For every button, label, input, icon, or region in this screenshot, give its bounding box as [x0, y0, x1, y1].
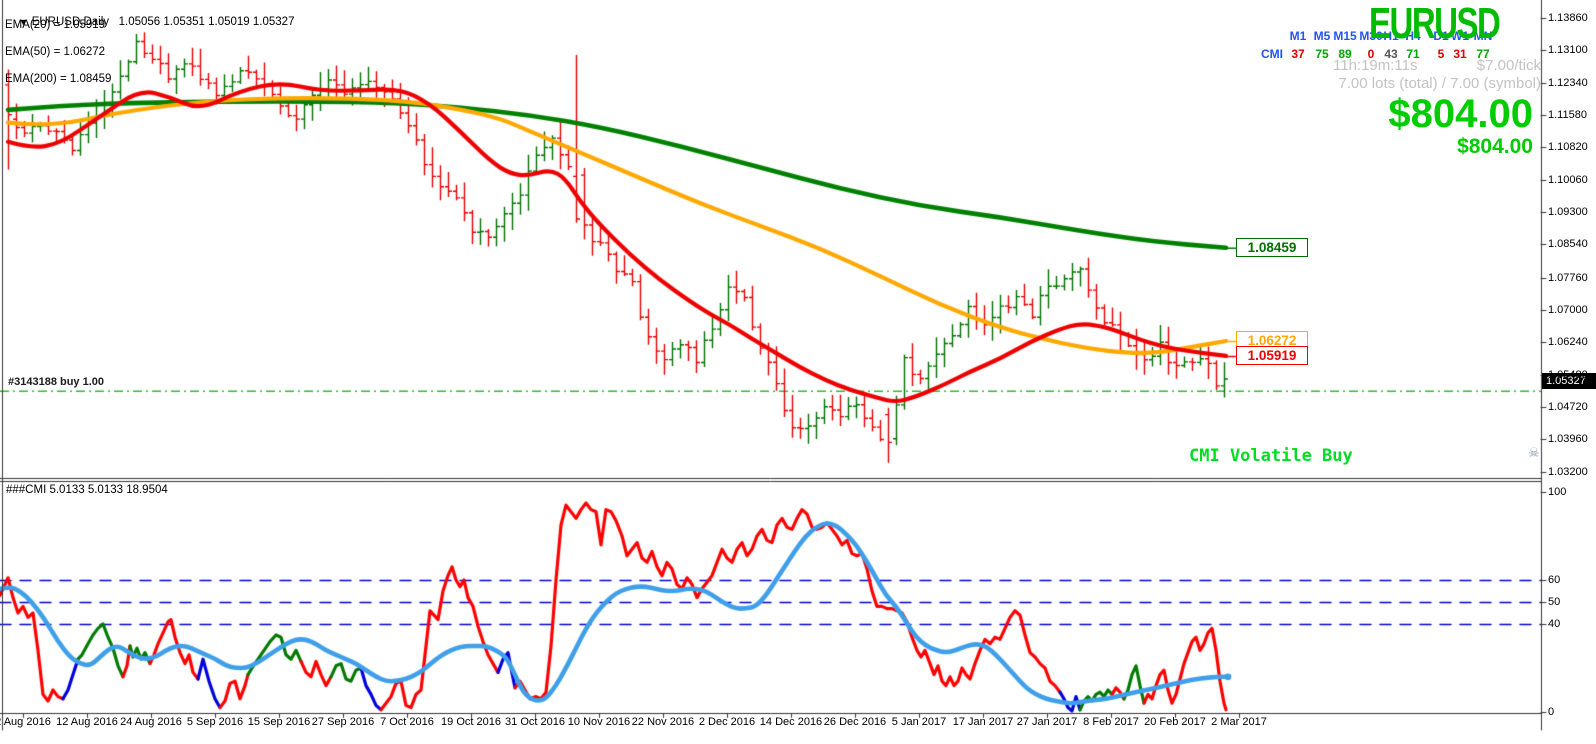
indicator-value-line: EMA(20) = 1.05919: [5, 19, 106, 31]
date-tick-label: 5 Jan 2017: [891, 716, 947, 728]
price-tick-label: 1.03960: [1548, 433, 1588, 446]
countdown-timer: 11h:19m:11s: [1333, 57, 1418, 74]
indicator-value-line: EMA(200) = 1.08459: [5, 73, 112, 85]
date-tick-label: 7 Oct 2016: [380, 716, 434, 728]
price-tick-label: 1.13860: [1548, 12, 1588, 24]
subwindow-title: ###CMI 5.0133 5.0133 18.9504: [6, 484, 168, 496]
price-tick-label: 1.06240: [1548, 336, 1588, 349]
date-tick-label: 10 Nov 2016: [567, 716, 631, 728]
price-tick-label: 1.05480: [1548, 368, 1588, 381]
date-tick-label: 2 Dec 2016: [698, 716, 756, 728]
cmi-row-label: CMI: [1261, 47, 1283, 61]
indicator-value-line: EMA(50) = 1.06272: [5, 46, 106, 58]
ema-tag-105919: 1.05919: [1236, 345, 1308, 365]
indicator-tick-label: 100: [1548, 486, 1567, 498]
date-tick-label: 31 Oct 2016: [505, 716, 565, 728]
price-tick-label: 1.12340: [1548, 76, 1588, 89]
ema-tag-106272: 1.06272: [1236, 330, 1308, 350]
current-price-tag: 1.05327: [1542, 373, 1596, 390]
symbol-dropdown-icon[interactable]: ▼: [18, 17, 28, 27]
trade-info-row: 11h:19m:11s $7.00/tick: [1333, 57, 1541, 74]
date-tick-label: 14 Dec 2016: [759, 716, 823, 728]
lots-info: 7.00 lots (total) / 7.00 (symbol): [1338, 75, 1541, 92]
price-tick-label: 1.10060: [1548, 173, 1588, 186]
cmi-value-h1: 43: [1384, 47, 1398, 61]
cmi-value-m1: 37: [1291, 47, 1305, 61]
date-tick-label: 27 Sep 2016: [311, 716, 375, 728]
timeframe-button-m30[interactable]: M30: [1359, 29, 1383, 43]
timeframe-button-d1[interactable]: D1: [1433, 29, 1449, 43]
indicator-value-list: EMA(20) = 1.05919 EMA(50) = 1.06272 EMA(20…: [5, 19, 111, 85]
date-tick-label: 22 Nov 2016: [631, 716, 695, 728]
date-tick-label: 2 Mar 2017: [1211, 716, 1267, 728]
timeframe-button-h4[interactable]: H4: [1405, 29, 1421, 43]
price-tick-label: 1.03200: [1548, 465, 1588, 478]
timeframe-button-m1[interactable]: M1: [1289, 29, 1307, 43]
date-tick-label: 5 Sep 2016: [186, 716, 244, 728]
price-tick-label: 1.08540: [1548, 238, 1588, 251]
date-tick-label: 20 Feb 2017: [1144, 716, 1206, 728]
symbol-header: ▼ EURUSD,Daily 1.05056 1.05351 1.05019 1.…: [6, 4, 295, 40]
skull-icon: ☠: [1528, 445, 1540, 460]
date-tick-label: 27 Jan 2017: [1016, 716, 1078, 728]
date-tick-label: 2 Aug 2016: [0, 716, 51, 728]
profit-symbol: $804.00: [1457, 135, 1533, 158]
timeframe-button-mn[interactable]: MN: [1473, 29, 1493, 43]
indicator-tick-label: 50: [1548, 596, 1561, 608]
timeframe-button-m5[interactable]: M5: [1313, 29, 1331, 43]
price-tick-label: 1.09300: [1548, 206, 1588, 219]
price-tick-label: 1.11580: [1548, 109, 1587, 122]
cmi-value-h4: 71: [1406, 47, 1420, 61]
profit-total: $804.00: [1388, 92, 1533, 136]
price-tick-label: 1.04720: [1548, 400, 1588, 413]
price-tick-label: 1.13100: [1548, 44, 1588, 57]
price-tick-label: 1.10820: [1548, 141, 1588, 154]
timeframe-button-h1[interactable]: H1: [1383, 29, 1399, 43]
date-tick-label: 15 Sep 2016: [247, 716, 311, 728]
date-tick-label: 26 Dec 2016: [823, 716, 887, 728]
cmi-value-d1: 5: [1437, 47, 1445, 61]
cmi-value-w1: 31: [1453, 47, 1467, 61]
date-tick-label: 19 Oct 2016: [441, 716, 501, 728]
indicator-tick-label: 40: [1548, 618, 1561, 630]
open-position-label[interactable]: #3143188 buy 1.00: [8, 376, 105, 388]
date-tick-label: 24 Aug 2016: [120, 716, 182, 728]
indicator-tick-label: 0: [1548, 706, 1555, 718]
ema-tag-108459: 1.08459: [1236, 237, 1308, 257]
cmi-value-m5: 75: [1315, 47, 1329, 61]
price-tick-label: 1.07000: [1548, 303, 1588, 316]
cmi-value-m30: 0: [1367, 47, 1375, 61]
date-tick-label: 12 Aug 2016: [56, 716, 118, 728]
indicator-tick-label: 60: [1548, 574, 1561, 586]
date-tick-label: 8 Feb 2017: [1083, 716, 1139, 728]
cmi-value-m15: 89: [1338, 47, 1352, 61]
price-tick-label: 1.07760: [1548, 271, 1588, 284]
tick-value: $7.00/tick: [1476, 57, 1541, 74]
symbol-watermark-logo: EURUSD: [1369, 0, 1501, 48]
timeframe-button-w1[interactable]: W1: [1451, 29, 1469, 43]
timeframe-button-m15[interactable]: M15: [1333, 29, 1357, 43]
cmi-value-mn: 77: [1476, 47, 1490, 61]
symbol-ohlc-text: EURUSD,Daily 1.05056 1.05351 1.05019 1.0…: [31, 16, 295, 28]
date-tick-label: 17 Jan 2017: [952, 716, 1014, 728]
signal-text: CMI Volatile Buy: [1189, 446, 1353, 466]
